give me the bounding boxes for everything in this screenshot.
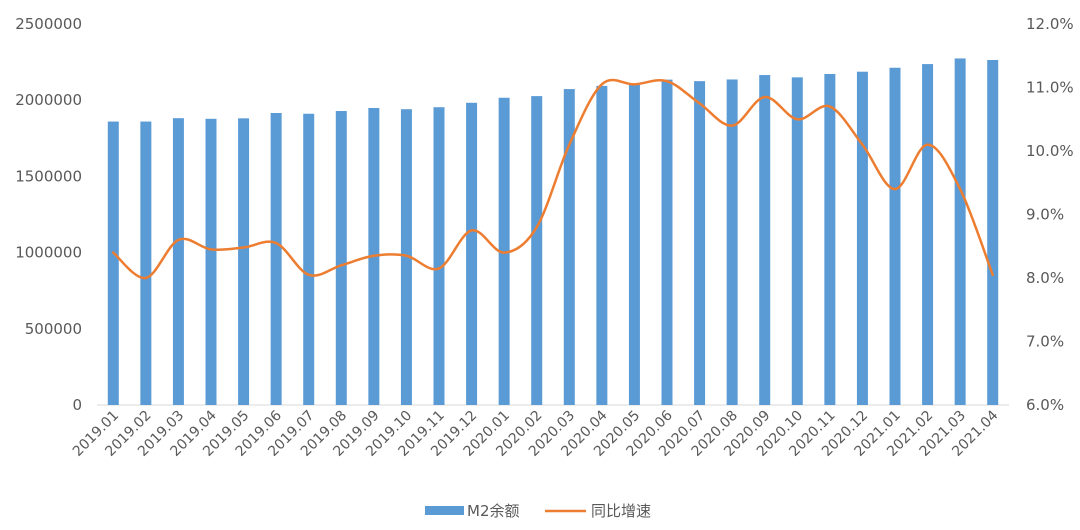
line-point-2020.02 xyxy=(535,226,538,229)
right-tick-label: 10.0% xyxy=(1026,142,1074,160)
line-point-2019.02 xyxy=(144,276,148,280)
legend-bar-swatch xyxy=(425,506,464,515)
right-tick-label: 12.0% xyxy=(1026,15,1074,33)
line-point-2019.06 xyxy=(274,241,278,245)
bar-2021.03 xyxy=(954,58,966,405)
line-point-2019.01 xyxy=(112,251,115,254)
bar-2020.07 xyxy=(694,81,706,406)
line-point-2019.11 xyxy=(437,267,441,270)
line-point-2021.02 xyxy=(926,143,929,146)
bar-2020.12 xyxy=(856,71,868,405)
bar-2019.03 xyxy=(172,118,184,406)
left-tick-label: 0 xyxy=(72,396,82,414)
line-point-2020.11 xyxy=(828,105,832,108)
legend-line-label: 同比增速 xyxy=(591,502,651,520)
line-point-2021.03 xyxy=(958,187,962,191)
bar-2021.02 xyxy=(922,64,934,405)
right-axis-ticks: 6.0% 7.0% 8.0% 9.0% 10.0% 11.0% 12.0% xyxy=(1026,15,1074,414)
line-point-2020.09 xyxy=(763,95,766,99)
bar-2019.12 xyxy=(466,102,478,405)
line-point-2019.03 xyxy=(177,238,180,242)
bar-2019.10 xyxy=(400,109,412,405)
line-point-2020.04 xyxy=(600,83,604,86)
line-point-2020.01 xyxy=(502,251,506,254)
line-point-2019.10 xyxy=(405,254,408,257)
bar-2019.05 xyxy=(238,118,250,405)
left-axis-ticks: 0 500000 1000000 1500000 2000000 2500000 xyxy=(15,15,82,414)
bar-2020.08 xyxy=(726,79,738,405)
bar-2019.06 xyxy=(270,113,282,405)
line-point-2021.01 xyxy=(893,187,897,191)
legend: M2余额 同比增速 xyxy=(425,502,651,520)
line-point-2020.08 xyxy=(730,124,734,127)
right-tick-label: 9.0% xyxy=(1026,206,1064,224)
line-series xyxy=(112,78,994,280)
bar-2019.08 xyxy=(335,111,347,406)
bar-2020.10 xyxy=(791,77,803,405)
line-point-2021.04 xyxy=(991,273,994,277)
bar-2019.07 xyxy=(303,113,315,405)
line-point-2020.07 xyxy=(698,102,701,105)
line-point-2020.10 xyxy=(796,118,799,121)
bar-2021.04 xyxy=(987,59,999,405)
bar-2020.11 xyxy=(824,73,836,406)
bar-2020.02 xyxy=(531,96,543,405)
line-point-2019.05 xyxy=(242,246,245,249)
bar-2020.09 xyxy=(759,75,771,406)
bar-2019.02 xyxy=(140,121,152,405)
bar-2021.01 xyxy=(889,67,901,406)
left-tick-label: 500000 xyxy=(25,320,82,338)
left-tick-label: 1500000 xyxy=(15,167,82,185)
bar-2020.05 xyxy=(628,84,640,405)
right-tick-label: 7.0% xyxy=(1026,333,1064,351)
line-point-2019.12 xyxy=(470,229,473,232)
bar-2019.01 xyxy=(107,121,119,405)
right-tick-label: 8.0% xyxy=(1026,269,1064,287)
line-point-2020.12 xyxy=(861,143,864,146)
bar-2020.06 xyxy=(661,79,673,405)
bar-2020.03 xyxy=(563,89,575,405)
bar-2019.11 xyxy=(433,107,445,406)
left-tick-label: 2500000 xyxy=(15,15,82,33)
bar-series xyxy=(107,58,999,406)
right-tick-label: 11.0% xyxy=(1026,79,1074,97)
line-point-2019.04 xyxy=(209,248,213,251)
line-point-2019.07 xyxy=(307,273,310,277)
line-point-2020.06 xyxy=(665,79,669,83)
bar-2019.04 xyxy=(205,118,217,405)
left-tick-label: 2000000 xyxy=(15,91,82,109)
line-point-2019.09 xyxy=(372,254,376,257)
x-axis-labels: 2019.012019.022019.032019.042019.052019.… xyxy=(70,407,1002,459)
line-point-2019.08 xyxy=(340,264,343,267)
legend-bar-label: M2余额 xyxy=(467,502,520,520)
right-tick-label: 6.0% xyxy=(1026,396,1064,414)
line-point-2020.05 xyxy=(633,83,636,86)
bar-2020.04 xyxy=(596,85,608,406)
left-tick-label: 1000000 xyxy=(15,244,82,262)
line-point-2020.03 xyxy=(568,143,571,146)
growth-rate-line xyxy=(112,78,994,280)
